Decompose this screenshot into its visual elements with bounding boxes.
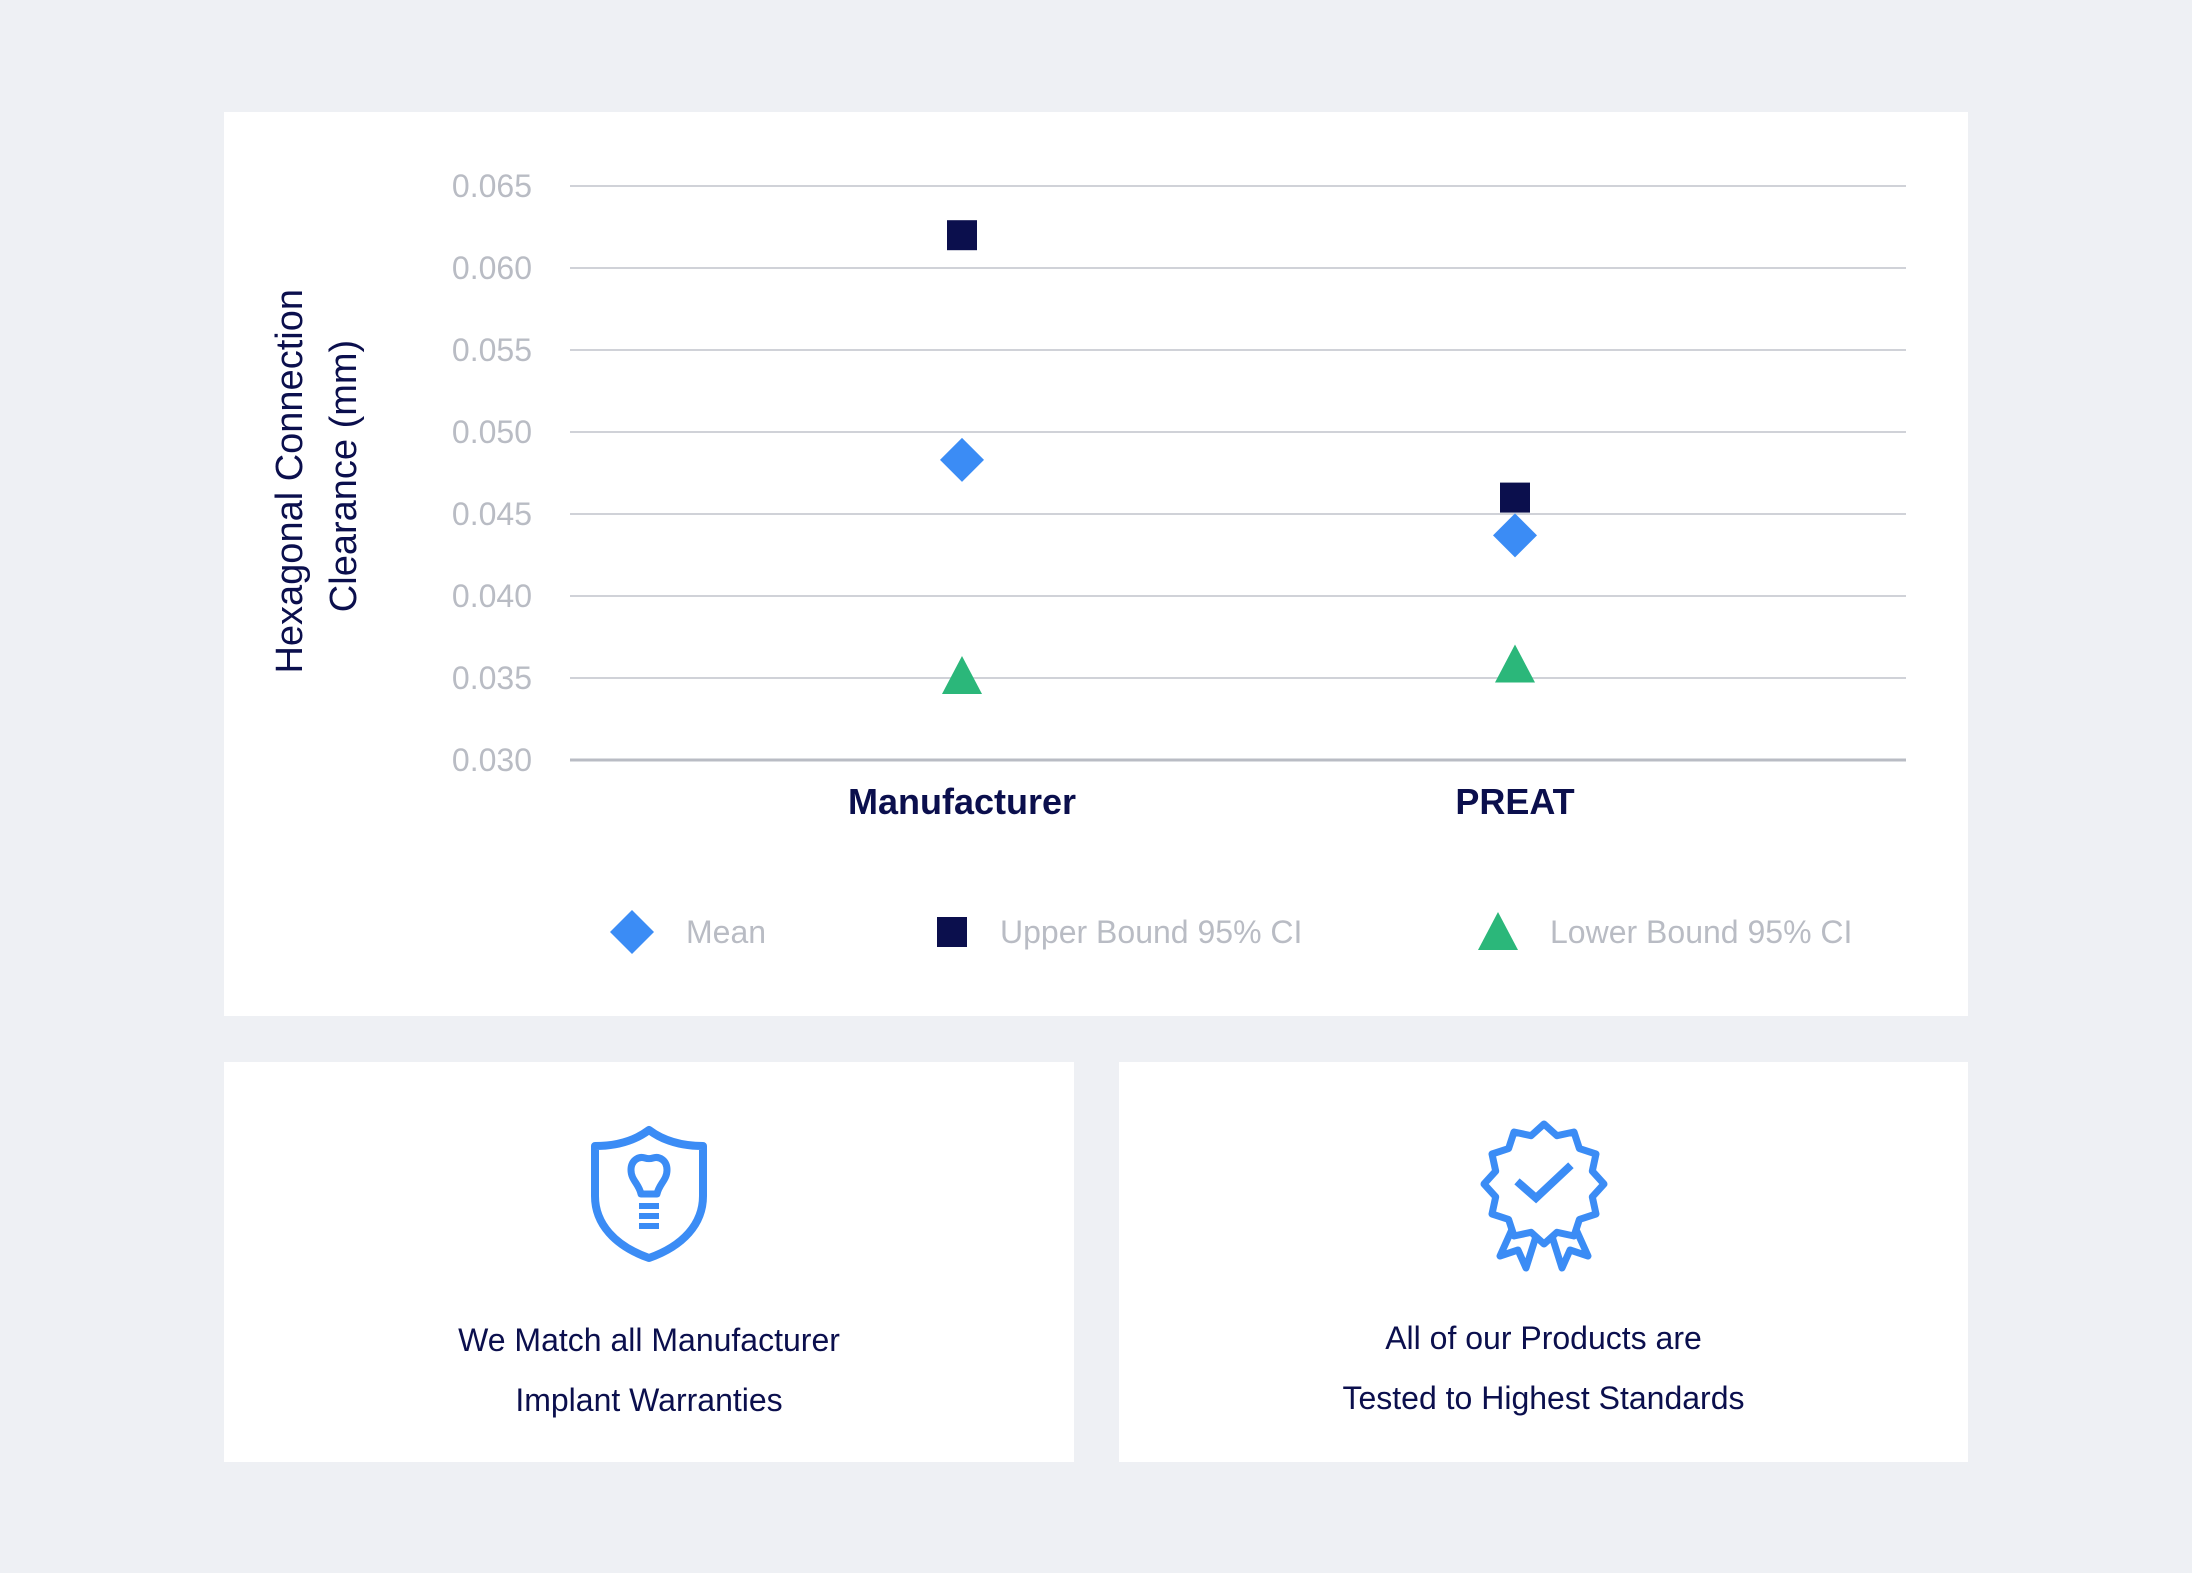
legend-label: Lower Bound 95% CI <box>1550 914 1852 950</box>
y-tick-label: 0.050 <box>452 414 532 450</box>
y-tick-labels: 0.065 0.060 0.055 0.050 0.045 0.040 0.035 0.030 <box>452 168 532 778</box>
x-category-label: PREAT <box>1455 781 1574 822</box>
legend-label: Upper Bound 95% CI <box>1000 914 1302 950</box>
y-tick-label: 0.065 <box>452 168 532 204</box>
chart-card: 0.065 0.060 0.055 0.050 0.045 0.040 0.035 0.030… <box>224 112 1968 1016</box>
y-tick-label: 0.055 <box>452 332 532 368</box>
y-tick-label: 0.030 <box>452 742 532 778</box>
y-tick-label: 0.035 <box>452 660 532 696</box>
triangle-point <box>942 656 982 694</box>
warranty-card: We Match all Manufacturer Implant Warran… <box>224 1062 1074 1462</box>
y-axis-title-line-2: Clearance (mm) <box>323 340 365 612</box>
y-axis-title: Hexagonal Connection Clearance (mm) <box>269 278 365 673</box>
y-tick-label: 0.045 <box>452 496 532 532</box>
standards-text: All of our Products are Tested to Highes… <box>1119 1308 1968 1428</box>
legend-label: Mean <box>686 914 766 950</box>
legend: Mean Upper Bound 95% CI Lower Bound 95% CI <box>610 910 1852 954</box>
diamond-point <box>1493 513 1537 558</box>
y-tick-label: 0.040 <box>452 578 532 614</box>
legend-square-marker <box>937 917 967 947</box>
triangle-point <box>1495 644 1535 683</box>
y-tick-label: 0.060 <box>452 250 532 286</box>
x-category-label: Manufacturer <box>848 781 1076 822</box>
legend-triangle-marker <box>1478 912 1518 950</box>
diamond-point <box>940 437 984 482</box>
standards-text-line-1: All of our Products are <box>1385 1320 1702 1356</box>
data-points <box>940 220 1537 694</box>
legend-diamond-marker <box>610 910 654 954</box>
square-point <box>1500 482 1530 513</box>
warranty-text-line-2: Implant Warranties <box>515 1382 783 1418</box>
x-category-labels: Manufacturer PREAT <box>848 781 1575 822</box>
standards-text-line-2: Tested to Highest Standards <box>1342 1380 1745 1416</box>
square-point <box>947 220 977 251</box>
standards-card: All of our Products are Tested to Highes… <box>1119 1062 1968 1462</box>
award-badge-check-icon <box>1480 1120 1607 1272</box>
y-axis-title-line-1: Hexagonal Connection <box>269 289 311 674</box>
scatter-chart: 0.065 0.060 0.055 0.050 0.045 0.040 0.035 0.030… <box>269 168 1906 954</box>
warranty-text-line-1: We Match all Manufacturer <box>458 1322 840 1358</box>
warranty-text: We Match all Manufacturer Implant Warran… <box>224 1310 1074 1430</box>
gridlines <box>570 185 1906 762</box>
shield-implant-icon <box>591 1126 707 1262</box>
